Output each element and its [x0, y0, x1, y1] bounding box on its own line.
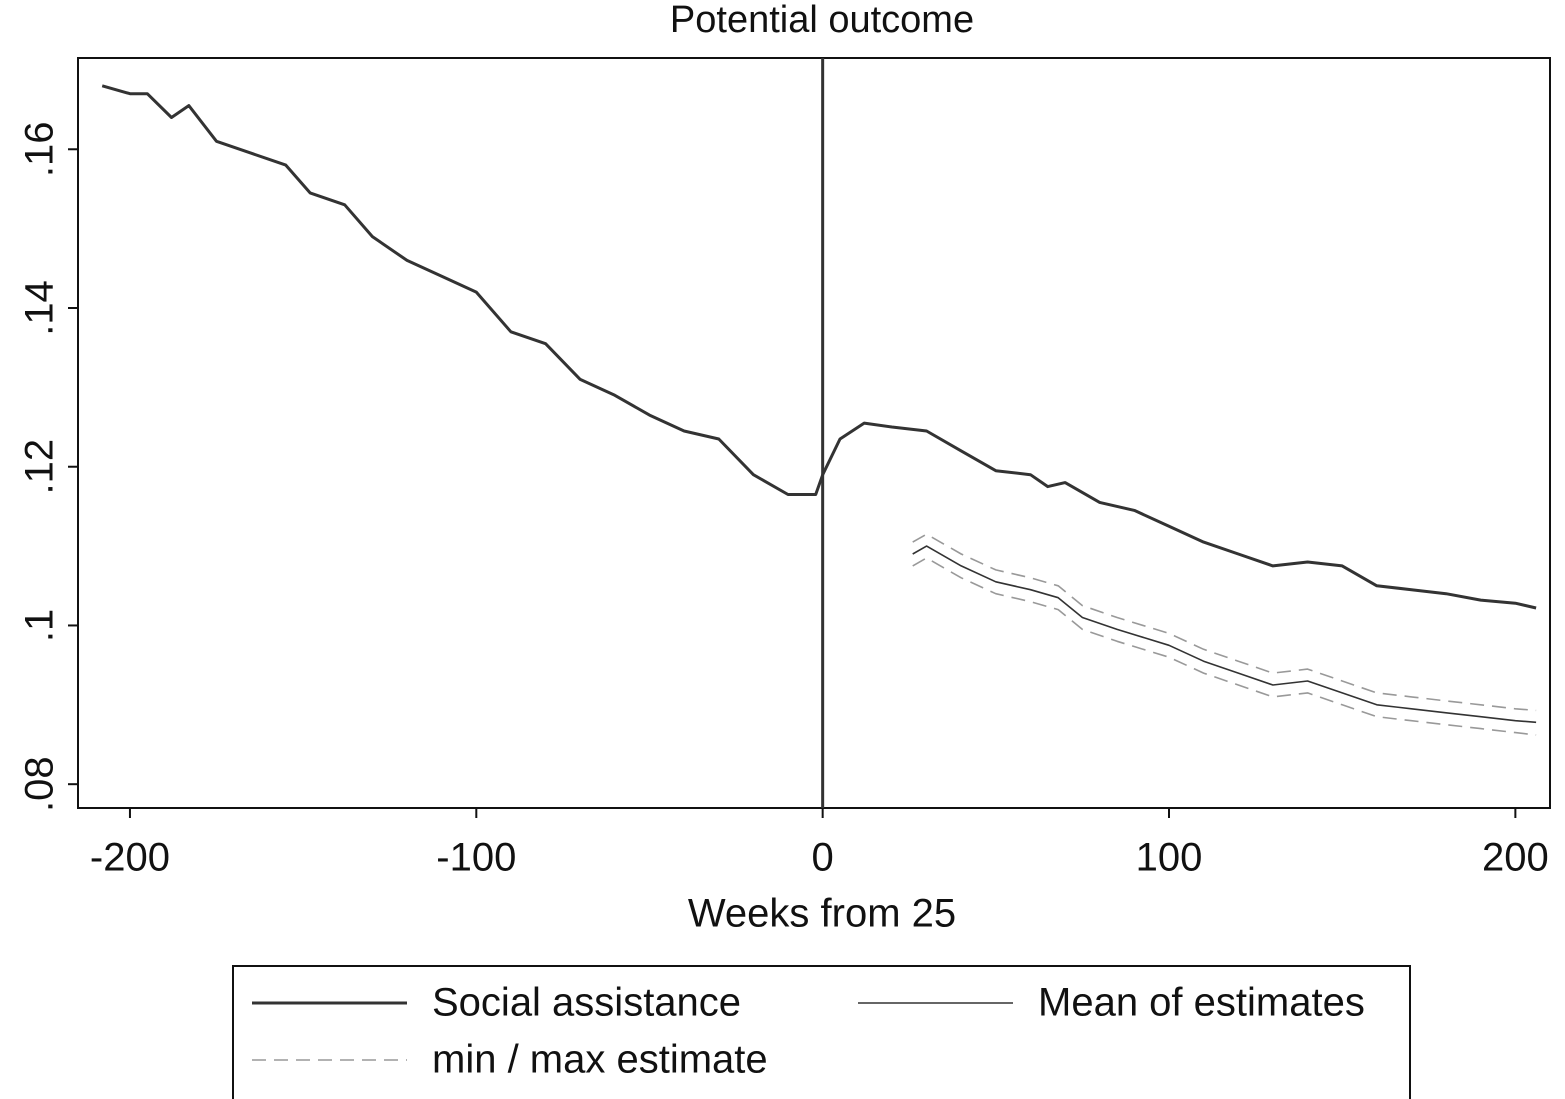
- data-line: [912, 545, 1537, 724]
- x-tick-label: -200: [90, 836, 170, 880]
- x-tick-label: 200: [1482, 836, 1549, 880]
- x-axis-label: Weeks from 25: [688, 892, 956, 936]
- plot-frame: [77, 57, 1551, 809]
- legend-label: Social assistance: [432, 981, 741, 1025]
- data-line: [912, 533, 1537, 712]
- y-tick-label: .16: [18, 121, 62, 177]
- y-tick-label: .14: [18, 280, 62, 336]
- legend: [232, 965, 1411, 1099]
- legend-label: Mean of estimates: [1038, 981, 1365, 1025]
- x-tick-label: 100: [1136, 836, 1203, 880]
- y-tick-label: .08: [18, 756, 62, 812]
- x-tick-label: -100: [436, 836, 516, 880]
- legend-label: min / max estimate: [432, 1038, 768, 1082]
- data-line: [101, 84, 1537, 610]
- data-line: [912, 557, 1537, 736]
- x-tick-label: 0: [812, 836, 834, 880]
- y-tick-label: .1: [18, 609, 62, 642]
- chart-title: Potential outcome: [670, 0, 974, 41]
- y-tick-label: .12: [18, 439, 62, 495]
